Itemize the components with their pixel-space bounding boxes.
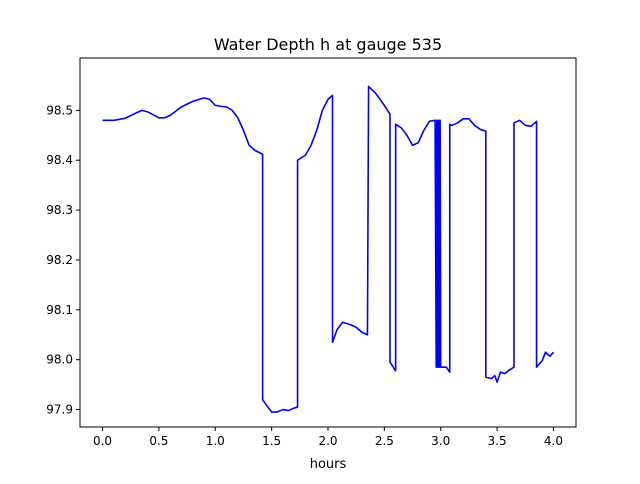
x-axis-label: hours bbox=[310, 457, 347, 472]
x-tick-label: 0.0 bbox=[93, 434, 112, 448]
axes-background bbox=[80, 58, 576, 427]
x-tick-label: 3.5 bbox=[488, 434, 507, 448]
x-tick-label: 2.5 bbox=[375, 434, 394, 448]
y-tick-label: 98.2 bbox=[46, 253, 73, 267]
series-line bbox=[102, 85, 555, 413]
x-tick-label: 1.0 bbox=[206, 434, 225, 448]
y-tick-label: 98.5 bbox=[46, 103, 73, 117]
y-tick-label: 98.1 bbox=[46, 303, 73, 317]
y-tick-label: 97.9 bbox=[46, 403, 73, 417]
y-tick-label: 98.0 bbox=[46, 353, 73, 367]
x-tick-label: 2.0 bbox=[318, 434, 337, 448]
plot-area bbox=[79, 57, 577, 428]
y-tick-label: 98.3 bbox=[46, 203, 73, 217]
y-axis: 97.9 98.0 98.1 98.2 98.3 98.4 98.5 bbox=[46, 103, 80, 417]
y-tick-label: 98.4 bbox=[46, 153, 73, 167]
x-axis: 0.0 0.5 1.0 1.5 2.0 2.5 3.0 3.5 4.0 bbox=[93, 427, 563, 448]
x-tick-label: 1.5 bbox=[262, 434, 281, 448]
x-tick-label: 4.0 bbox=[544, 434, 563, 448]
x-tick-label: 0.5 bbox=[149, 434, 168, 448]
x-tick-label: 3.0 bbox=[431, 434, 450, 448]
chart-title: Water Depth h at gauge 535 bbox=[214, 35, 442, 54]
